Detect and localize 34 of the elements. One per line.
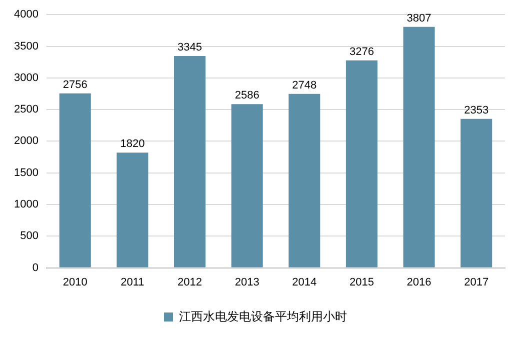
y-tick-label: 500 [20, 230, 38, 242]
y-tick-label: 1500 [14, 166, 38, 179]
bar [174, 56, 206, 268]
data-label: 3276 [349, 46, 374, 58]
bar [116, 152, 148, 268]
y-tick-label: 3000 [14, 72, 38, 84]
y-tick-label: 4000 [14, 8, 38, 21]
x-tick-label: 2014 [292, 276, 317, 288]
bar [288, 94, 320, 268]
bar [460, 118, 492, 268]
data-label: 3807 [406, 12, 432, 24]
y-tick-label: 3500 [14, 40, 38, 52]
legend-label: 江西水电发电设备平均利用小时 [179, 309, 347, 324]
data-label: 2756 [62, 78, 88, 91]
x-tick-label: 2012 [178, 276, 202, 288]
data-label: 3345 [178, 42, 202, 54]
data-label: 1820 [120, 138, 145, 150]
x-tick-label: 2017 [464, 276, 489, 288]
x-tick-label: 2015 [349, 276, 374, 288]
data-label: 2748 [292, 79, 317, 92]
data-label: 2353 [464, 104, 489, 116]
x-tick-label: 2016 [406, 276, 432, 288]
y-tick-label: 2500 [14, 104, 38, 116]
bar [231, 104, 263, 268]
x-tick-label: 2010 [62, 276, 88, 288]
x-tick-label: 2011 [120, 276, 144, 288]
y-tick-label: 0 [32, 262, 38, 274]
bar [403, 26, 435, 268]
bar [346, 60, 378, 268]
x-tick-label: 2013 [234, 276, 260, 288]
y-tick-label: 1000 [14, 198, 38, 211]
y-tick-label: 2000 [14, 135, 38, 148]
bar [59, 93, 91, 268]
data-label: 2586 [234, 90, 260, 102]
